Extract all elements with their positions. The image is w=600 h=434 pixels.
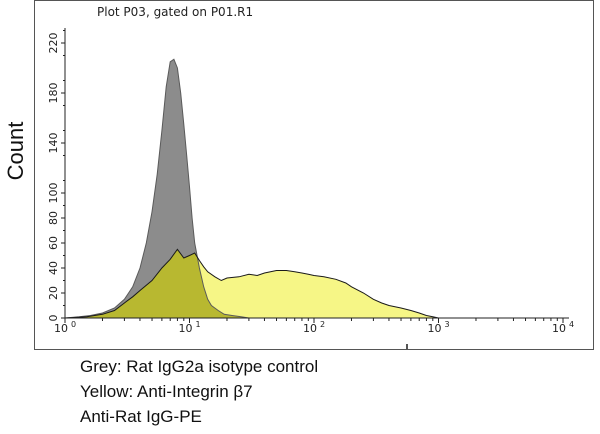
frame-tick-mark bbox=[406, 344, 408, 349]
y-tick-label: 60 bbox=[47, 236, 60, 250]
figure-caption: Grey: Rat IgG2a isotype control Yellow: … bbox=[80, 354, 318, 429]
x-tick-label: 10 bbox=[54, 322, 68, 335]
x-tick-label: 10 bbox=[428, 322, 442, 335]
series-grey-area bbox=[65, 59, 249, 319]
x-tick-label-exponent: 0 bbox=[71, 320, 76, 329]
y-tick-label: 180 bbox=[47, 83, 60, 104]
series-overlap-area bbox=[65, 249, 249, 318]
y-tick-label: 100 bbox=[47, 183, 60, 204]
y-tick-label: 40 bbox=[47, 261, 60, 275]
y-tick-label: 20 bbox=[47, 286, 60, 300]
caption-line-secondary: Anti-Rat IgG-PE bbox=[80, 407, 202, 426]
series-grey-outline bbox=[64, 58, 249, 319]
y-tick-label: 140 bbox=[47, 133, 60, 154]
y-tick-label: 80 bbox=[47, 211, 60, 225]
x-tick-label-exponent: 3 bbox=[445, 320, 450, 329]
caption-line-grey: Grey: Rat IgG2a isotype control bbox=[80, 357, 319, 376]
x-tick-label: 10 bbox=[303, 322, 317, 335]
series-yellow-outline bbox=[64, 248, 449, 319]
x-tick-label: 10 bbox=[179, 322, 193, 335]
y-tick-label: 220 bbox=[47, 33, 60, 54]
x-tick-label-exponent: 1 bbox=[196, 320, 201, 329]
x-tick-label-exponent: 2 bbox=[320, 320, 325, 329]
x-tick-label-exponent: 4 bbox=[569, 320, 574, 329]
caption-line-yellow: Yellow: Anti-Integrin β7 bbox=[80, 382, 253, 401]
x-tick-label: 10 bbox=[552, 322, 566, 335]
y-tick-label: 0 bbox=[47, 315, 60, 322]
plot-title: Plot P03, gated on P01.R1 bbox=[97, 5, 254, 19]
